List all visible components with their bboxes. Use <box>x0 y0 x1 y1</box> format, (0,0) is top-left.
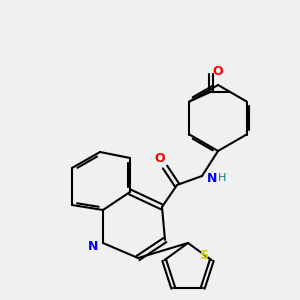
Text: N: N <box>207 172 217 184</box>
Text: S: S <box>199 249 208 262</box>
Text: O: O <box>155 152 165 166</box>
Text: N: N <box>88 241 98 254</box>
Text: O: O <box>212 65 223 78</box>
Text: H: H <box>218 173 226 183</box>
